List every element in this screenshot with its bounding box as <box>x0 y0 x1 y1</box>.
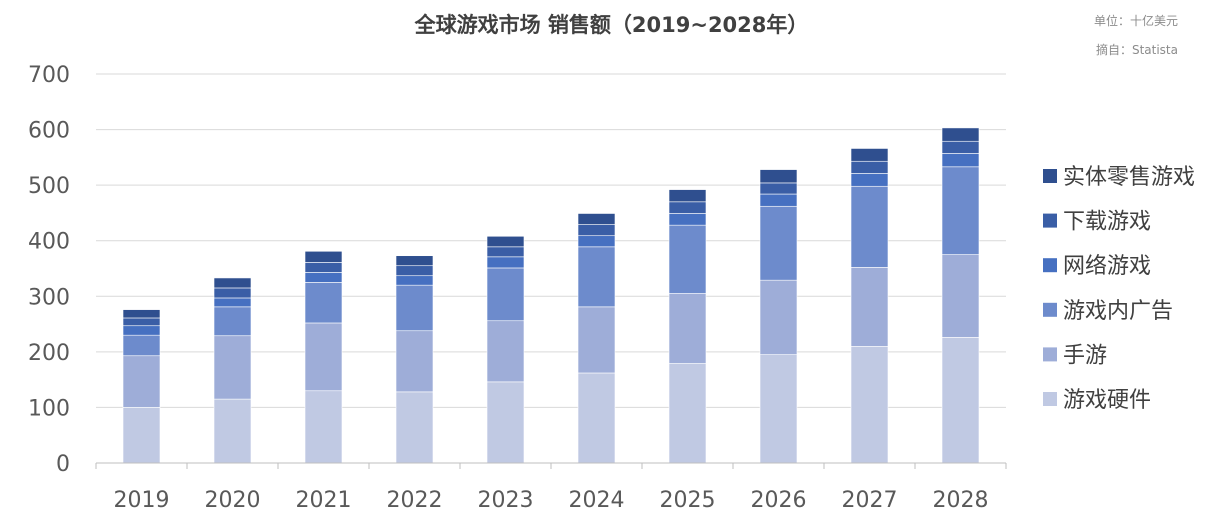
bar-segment <box>304 390 343 464</box>
legend-label: 手游 <box>1063 343 1107 368</box>
bar-segment <box>213 277 252 289</box>
y-tick-label: 500 <box>28 174 70 199</box>
bar-segment <box>395 391 434 464</box>
bar-segment <box>486 235 525 248</box>
y-tick-label: 600 <box>28 119 70 144</box>
bar-segment <box>486 320 525 383</box>
bar-segment <box>213 297 252 308</box>
unit-note: 单位：十亿美元 <box>1093 14 1178 28</box>
bar-segment <box>850 160 889 174</box>
x-tick-label: 2022 <box>387 488 443 513</box>
bar-segment <box>213 287 252 299</box>
legend-swatch <box>1043 213 1057 228</box>
bar-segment <box>759 193 798 207</box>
legend-swatch <box>1043 347 1057 362</box>
x-tick-label: 2019 <box>114 488 170 513</box>
bar-segment <box>668 201 707 214</box>
bar-segment <box>850 267 889 347</box>
bar-segment <box>395 275 434 286</box>
y-tick-label: 200 <box>28 341 70 366</box>
bars <box>122 127 980 464</box>
bar-segment <box>122 317 161 327</box>
bar-segment <box>122 334 161 357</box>
bar-segment <box>122 325 161 336</box>
legend-label: 游戏内广告 <box>1063 299 1173 324</box>
chart-title: 全球游戏市场 销售额（2019~2028年） <box>414 13 809 37</box>
bar-segment <box>486 381 525 464</box>
bar-segment <box>941 166 980 255</box>
x-tick-label: 2025 <box>660 488 716 513</box>
bar-segment <box>486 267 525 322</box>
bar-segment <box>486 246 525 258</box>
x-tick-label: 2020 <box>205 488 261 513</box>
x-tick-label: 2028 <box>933 488 989 513</box>
bar-segment <box>304 272 343 283</box>
bar-segment <box>759 182 798 195</box>
bar-segment <box>213 306 252 337</box>
x-tick-label: 2023 <box>478 488 534 513</box>
y-tick-label: 400 <box>28 230 70 255</box>
bar-segment <box>759 354 798 464</box>
bar-segment <box>941 140 980 154</box>
axes: 0 100 200 300 400 500 600 700 2019 2020 2021 2022 20… <box>28 63 1007 513</box>
bar-segment <box>122 407 161 464</box>
bar-segment <box>304 262 343 273</box>
bar-segment <box>577 246 616 308</box>
bar-segment <box>759 169 798 184</box>
y-tick-label: 300 <box>28 285 70 310</box>
bar-segment <box>850 148 889 162</box>
source-note: 摘自：Statista <box>1095 43 1178 57</box>
legend-label: 游戏硬件 <box>1063 388 1151 413</box>
x-tick-label: 2021 <box>296 488 352 513</box>
bar-segment <box>941 337 980 464</box>
bar-segment <box>668 213 707 226</box>
bar-segment <box>395 330 434 393</box>
bar-segment <box>850 185 889 268</box>
y-tick-label: 0 <box>56 452 70 477</box>
bar-segment <box>850 173 889 187</box>
x-tick-label: 2026 <box>751 488 807 513</box>
bar-segment <box>577 224 616 237</box>
x-tick-label: 2027 <box>842 488 898 513</box>
bar-segment <box>577 306 616 374</box>
legend-swatch <box>1043 392 1057 406</box>
bar-segment <box>213 398 252 464</box>
bar-segment <box>395 265 434 277</box>
legend-swatch <box>1043 302 1057 317</box>
bar-segment <box>850 345 889 464</box>
bar-segment <box>122 309 161 319</box>
legend-label: 实体零售游戏 <box>1063 165 1195 190</box>
bar-segment <box>395 255 434 267</box>
legend-swatch <box>1043 258 1057 273</box>
legend-label: 下载游戏 <box>1063 210 1151 235</box>
bar-segment <box>941 127 980 142</box>
bar-segment <box>304 282 343 324</box>
y-tick-label: 100 <box>28 396 70 421</box>
y-tick-label: 700 <box>28 63 70 88</box>
bar-segment <box>486 256 525 269</box>
bar-segment <box>668 293 707 364</box>
legend-swatch <box>1043 169 1057 183</box>
bar-segment <box>668 189 707 203</box>
bar-segment <box>941 254 980 338</box>
bar-segment <box>577 235 616 248</box>
bar-segment <box>941 153 980 168</box>
bar-segment <box>395 284 434 332</box>
legend-label: 网络游戏 <box>1063 254 1151 279</box>
bar-segment <box>304 322 343 392</box>
x-tick-label: 2024 <box>569 488 625 513</box>
bar-segment <box>213 335 252 400</box>
bar-segment <box>304 250 343 263</box>
bar-segment <box>577 372 616 464</box>
bar-segment <box>577 213 616 225</box>
bar-segment <box>668 224 707 294</box>
bar-segment <box>759 205 798 281</box>
bar-segment <box>122 355 161 408</box>
bar-segment <box>759 279 798 355</box>
bar-segment <box>668 363 707 464</box>
